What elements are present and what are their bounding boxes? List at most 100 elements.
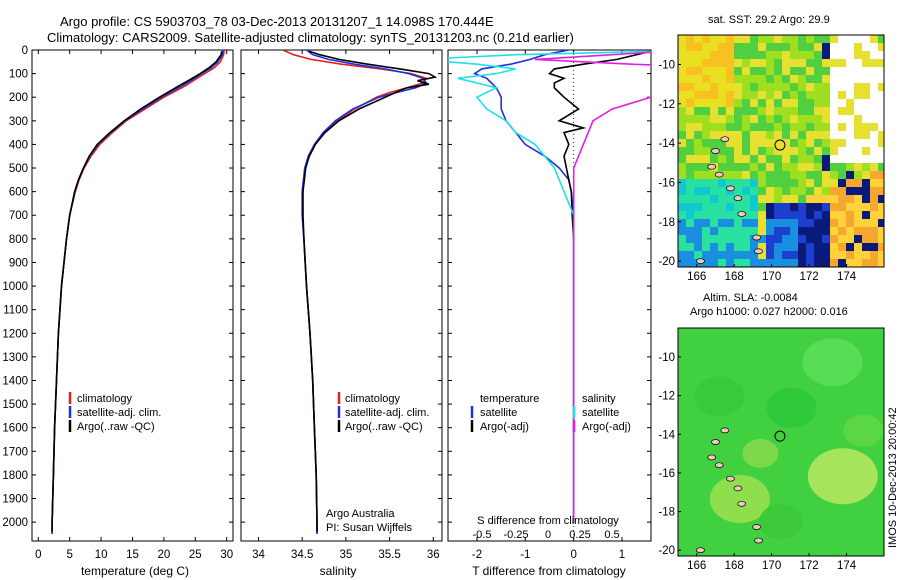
sst-cell xyxy=(830,123,838,131)
sst-cell xyxy=(694,179,702,187)
sst-cell xyxy=(702,35,710,43)
sst-cell xyxy=(694,139,702,147)
sst-cell xyxy=(718,75,726,83)
sst-cell xyxy=(702,179,710,187)
sst-cell xyxy=(814,123,822,131)
sst-cell xyxy=(814,147,822,155)
sst-cell xyxy=(742,115,750,123)
sst-cell xyxy=(678,227,686,235)
sst-cell xyxy=(846,227,854,235)
sst-cell xyxy=(774,155,782,163)
sst-cell xyxy=(830,43,838,51)
sst-cell xyxy=(814,99,822,107)
sst-cell xyxy=(878,171,884,179)
sst-cell xyxy=(742,163,750,171)
sst-cell xyxy=(822,43,830,51)
sst-cell xyxy=(822,131,830,139)
sst-cell xyxy=(854,259,862,267)
sst-cell xyxy=(870,187,878,195)
sst-cell xyxy=(742,195,750,203)
sst-cell xyxy=(742,259,750,267)
sst-cell xyxy=(854,251,862,259)
sst-cell xyxy=(854,147,862,155)
sst-cell xyxy=(774,251,782,259)
sst-cell xyxy=(686,171,694,179)
sst-cell xyxy=(742,107,750,115)
sst-cell xyxy=(750,91,758,99)
sst-cell xyxy=(782,99,790,107)
series-line-s_argo xyxy=(534,51,651,523)
x-tick-label: 35.5 xyxy=(378,549,400,561)
depth-tick-label: 1900 xyxy=(2,494,28,506)
sla-blob xyxy=(807,448,878,505)
sst-cell xyxy=(702,59,710,67)
sst-cell xyxy=(710,187,718,195)
sst-cell xyxy=(790,147,798,155)
map-x-tick-label: 168 xyxy=(725,560,744,572)
sst-cell xyxy=(710,219,718,227)
sst-cell xyxy=(806,187,814,195)
difference-series xyxy=(448,50,651,523)
sst-cell xyxy=(846,179,854,187)
sst-cell xyxy=(678,155,686,163)
island xyxy=(737,500,747,507)
sst-cell xyxy=(790,251,798,259)
sst-cell xyxy=(694,147,702,155)
sst-cell xyxy=(782,179,790,187)
sst-cell xyxy=(878,67,884,75)
sst-cell xyxy=(694,187,702,195)
sst-cell xyxy=(766,211,774,219)
sst-cell xyxy=(854,227,862,235)
sst-cell xyxy=(790,35,798,43)
sst-cell xyxy=(678,99,686,107)
sst-cell xyxy=(870,123,878,131)
sst-cell xyxy=(822,91,830,99)
sst-cell xyxy=(710,259,718,267)
sst-cell xyxy=(878,235,884,243)
sst-cell xyxy=(830,83,838,91)
sst-cell xyxy=(782,59,790,67)
sst-cell xyxy=(742,75,750,83)
sst-cell xyxy=(814,179,822,187)
sst-cell xyxy=(782,35,790,43)
sst-cell xyxy=(758,115,766,123)
sst-cell xyxy=(854,59,862,67)
sst-cell xyxy=(734,67,742,75)
sst-cell xyxy=(870,115,878,123)
sst-cell xyxy=(822,163,830,171)
sst-cell xyxy=(878,99,884,107)
sst-cell xyxy=(766,163,774,171)
sst-cell xyxy=(742,171,750,179)
sst-cell xyxy=(806,131,814,139)
sst-cell xyxy=(734,107,742,115)
salinity-x-label: salinity xyxy=(320,564,357,578)
sst-cell xyxy=(766,107,774,115)
sst-cell xyxy=(790,195,798,203)
sst-cell xyxy=(766,171,774,179)
island xyxy=(714,462,724,469)
sst-cell xyxy=(686,235,694,243)
sst-cell xyxy=(774,131,782,139)
sst-cell xyxy=(718,67,726,75)
sst-cell xyxy=(870,235,878,243)
sst-cell xyxy=(790,259,798,267)
salinity-x-axis: 34 34.5 35 35.5 36 xyxy=(252,50,440,561)
sst-cell xyxy=(854,131,862,139)
sst-cell xyxy=(878,51,884,59)
sst-cell xyxy=(870,75,878,83)
x-tick-label: -2 xyxy=(472,549,482,561)
difference-x2-label: S difference from climatology xyxy=(477,515,619,527)
sst-cell xyxy=(822,147,830,155)
sst-cell xyxy=(718,107,726,115)
sst-cell xyxy=(774,83,782,91)
sst-cell xyxy=(838,195,846,203)
sla-map-title1: Altim. SLA: -0.0084 xyxy=(703,292,798,304)
sst-cell xyxy=(862,35,870,43)
sst-cell xyxy=(862,59,870,67)
sst-cell xyxy=(734,163,742,171)
sst-cell xyxy=(862,171,870,179)
sst-cell xyxy=(862,187,870,195)
sst-cell xyxy=(878,123,884,131)
map-x-tick-label: 174 xyxy=(837,271,857,283)
sst-cell xyxy=(758,259,766,267)
